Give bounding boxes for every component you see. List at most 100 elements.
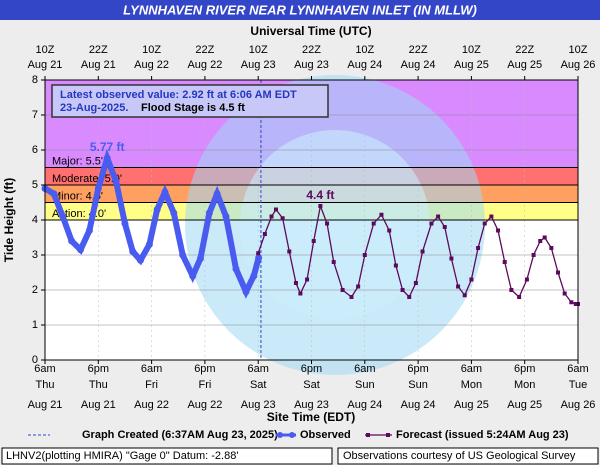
legend-swatch: [386, 433, 390, 437]
data-point: [85, 227, 93, 234]
x-tick-label: 6pm: [514, 363, 535, 375]
data-point: [340, 288, 345, 292]
x-tick-label: Aug 25: [507, 399, 542, 411]
data-point: [476, 246, 481, 250]
data-point: [462, 293, 467, 298]
x-tick-label: Aug 25: [454, 399, 489, 411]
data-point: [256, 251, 261, 256]
x2-tick-label: Aug 25: [454, 59, 489, 71]
data-point: [269, 214, 274, 219]
x-tick-label: Thu: [36, 379, 55, 391]
data-point: [50, 190, 58, 198]
data-point: [273, 207, 278, 212]
data-point: [531, 253, 536, 257]
x2-tick-label: 10Z: [355, 44, 374, 56]
note-text: Flood Stage is 4.5 ft: [141, 102, 245, 114]
x-tick-label: Aug 26: [561, 399, 596, 411]
x-tick-label: Tue: [569, 379, 588, 391]
data-point: [517, 295, 522, 299]
legend-swatch: [366, 433, 370, 437]
data-point: [436, 214, 441, 219]
x-tick-label: 6pm: [407, 363, 428, 375]
y-tick-label: 3: [32, 249, 38, 261]
footer-left: LHNV2(plotting HMIRA) "Gage 0" Datum: -2…: [6, 450, 238, 462]
x2-tick-label: 10Z: [36, 44, 55, 56]
plot-border: [44, 79, 579, 361]
data-point: [68, 237, 76, 245]
x2-tick-label: 10Z: [462, 44, 481, 56]
data-point: [59, 213, 67, 220]
data-point: [287, 249, 292, 254]
data-point: [77, 246, 85, 254]
data-point: [250, 272, 258, 280]
data-point: [469, 277, 474, 282]
footer-box: [337, 447, 599, 465]
data-point: [179, 251, 187, 259]
data-point: [400, 288, 405, 292]
x2-tick-label: 10Z: [142, 44, 161, 56]
data-point: [420, 249, 425, 254]
data-point: [502, 260, 507, 264]
data-point: [393, 263, 398, 268]
x-axis-label: Site Time (EDT): [267, 410, 355, 424]
note-box: [51, 84, 329, 118]
x-tick-label: 6am: [567, 363, 588, 375]
footer-box: [1, 447, 333, 465]
data-point: [542, 235, 547, 240]
series-line: [43, 148, 262, 299]
data-point: [298, 291, 303, 296]
data-point: [153, 206, 161, 213]
data-point: [556, 270, 561, 275]
data-point: [509, 288, 514, 292]
data-point: [311, 239, 316, 243]
y-tick-label: 1: [32, 319, 38, 331]
data-point: [331, 260, 336, 264]
data-point: [489, 214, 494, 219]
y-tick-label: 4: [32, 214, 38, 226]
x2-axis-label: Universal Time (UTC): [250, 24, 371, 38]
data-point: [112, 178, 120, 185]
data-point: [305, 277, 310, 282]
x-tick-label: Mon: [461, 379, 482, 391]
data-point: [293, 281, 298, 285]
x-tick-label: Sat: [303, 379, 320, 391]
data-point: [189, 272, 197, 280]
x-tick-label: 6am: [141, 363, 162, 375]
x-tick-label: 6pm: [194, 363, 215, 375]
data-point: [549, 246, 554, 250]
data-point: [213, 190, 221, 198]
x-tick-label: Aug 24: [347, 399, 382, 411]
data-point: [456, 284, 461, 289]
y-tick-label: 6: [32, 144, 38, 156]
data-point: [387, 228, 392, 233]
footer-right: Observations courtesy of US Geological S…: [343, 450, 576, 462]
data-point: [170, 209, 178, 217]
legend-swatch: [289, 432, 295, 438]
x-tick-label: 6pm: [88, 363, 109, 375]
data-point: [242, 288, 250, 296]
y-tick-label: 0: [32, 354, 38, 366]
x2-tick-label: Aug 25: [507, 59, 542, 71]
data-point: [442, 225, 447, 229]
x2-tick-label: Aug 24: [347, 59, 382, 71]
note-text: 23-Aug-2025.: [60, 102, 128, 114]
x-tick-label: 6am: [247, 363, 268, 375]
data-point: [325, 221, 330, 226]
x2-tick-label: 22Z: [302, 44, 321, 56]
x-tick-label: 6am: [461, 363, 482, 375]
data-point: [349, 295, 354, 299]
data-point: [429, 221, 434, 226]
y-tick-label: 2: [32, 284, 38, 296]
x-tick-label: Sun: [408, 379, 428, 391]
data-point: [379, 212, 384, 217]
chart-title: LYNNHAVEN RIVER NEAR LYNNHAVEN INLET (IN…: [123, 2, 477, 17]
y-tick-label: 5: [32, 179, 38, 191]
x-tick-label: Fri: [145, 379, 158, 391]
data-point: [262, 232, 267, 236]
data-point: [573, 302, 578, 306]
flood-label: Major: 5.5': [52, 155, 103, 167]
data-point: [94, 185, 102, 192]
data-point: [205, 209, 213, 217]
x-tick-label: Sun: [355, 379, 375, 391]
data-point: [413, 281, 418, 285]
